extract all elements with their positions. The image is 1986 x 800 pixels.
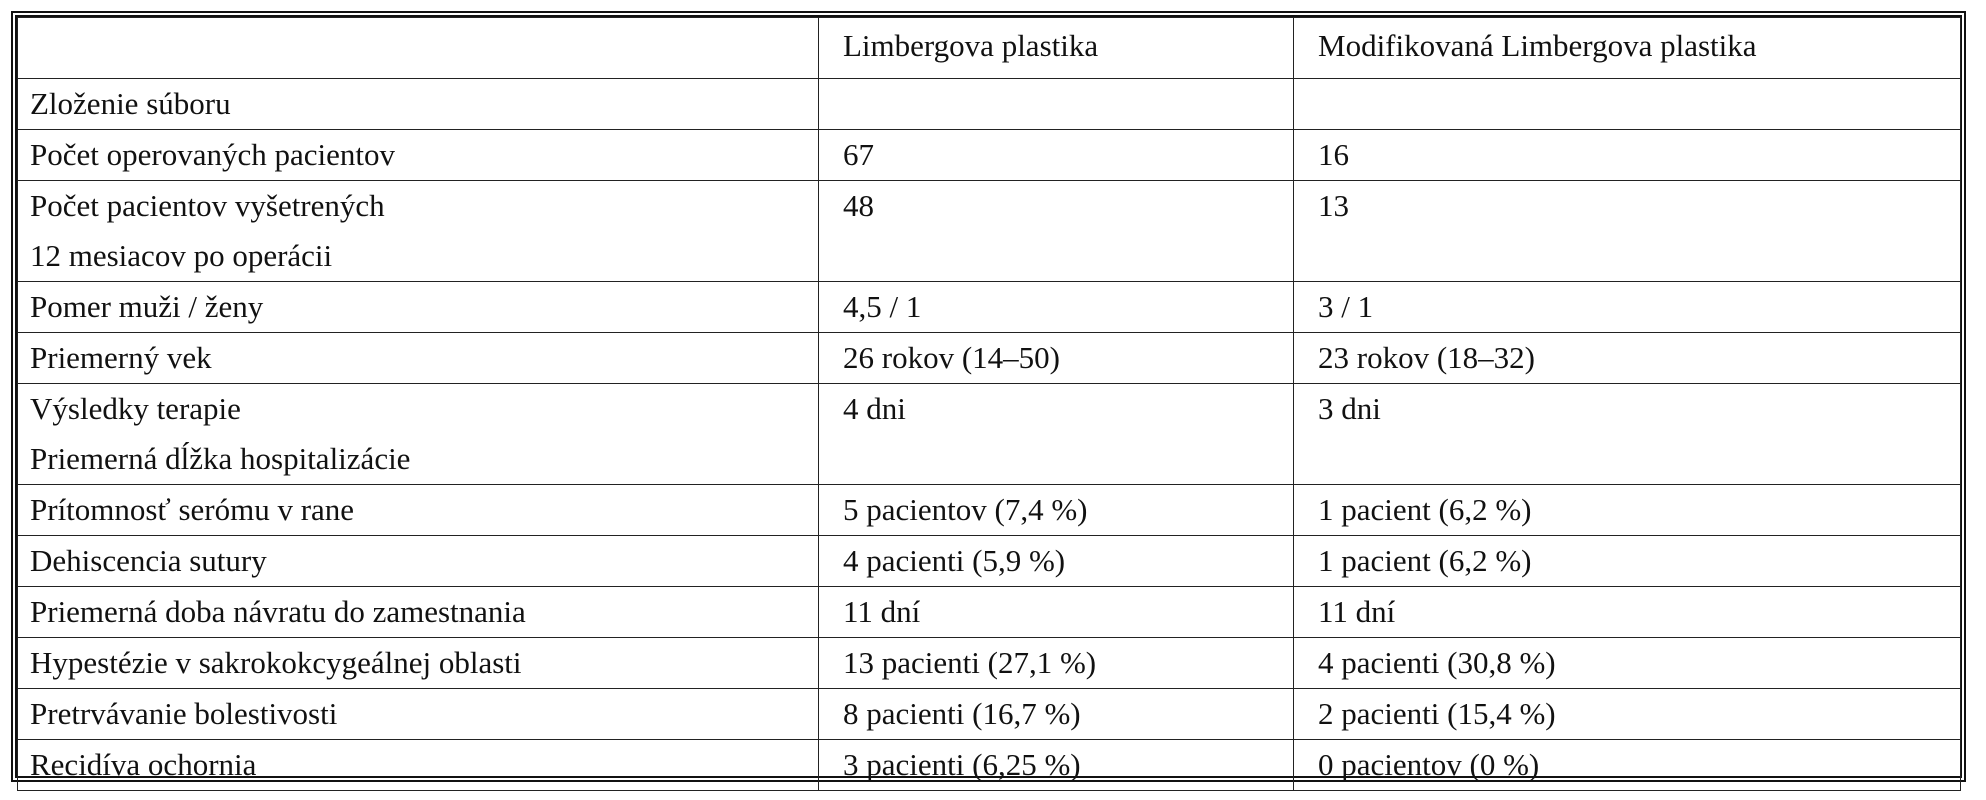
row-label: Počet pacientov vyšetrených 12 mesiacov … <box>17 180 819 282</box>
table-row: Recidíva ochornia 3 pacienti (6,25 %) 0 … <box>17 739 1961 791</box>
table-row: Priemerný vek 26 rokov (14–50) 23 rokov … <box>17 332 1961 384</box>
cell-limberg: 5 pacientov (7,4 %) <box>818 484 1294 536</box>
row-label: Počet operovaných pacientov <box>17 129 819 181</box>
header-cell-label <box>17 17 819 79</box>
table-row: Hypestézie v sakrokokcygeálnej oblasti 1… <box>17 637 1961 689</box>
comparison-table: Limbergova plastika Modifikovaná Limberg… <box>17 17 1961 791</box>
cell-limberg: 4,5 / 1 <box>818 281 1294 333</box>
header-cell-modified-limberg: Modifikovaná Limbergova plastika <box>1293 17 1961 79</box>
cell-limberg: 26 rokov (14–50) <box>818 332 1294 384</box>
row-label: Pretrvávanie bolestivosti <box>17 688 819 740</box>
cell-modified-limberg: 16 <box>1293 129 1961 181</box>
table-row: Priemerná doba návratu do zamestnania 11… <box>17 586 1961 638</box>
cell-limberg: 3 pacienti (6,25 %) <box>818 739 1294 791</box>
row-label: Prítomnosť serómu v rane <box>17 484 819 536</box>
cell-modified-limberg: 1 pacient (6,2 %) <box>1293 535 1961 587</box>
table-row: Prítomnosť serómu v rane 5 pacientov (7,… <box>17 484 1961 536</box>
cell-modified-limberg <box>1293 78 1961 130</box>
cell-limberg: 67 <box>818 129 1294 181</box>
cell-limberg: 13 pacienti (27,1 %) <box>818 637 1294 689</box>
table-header-row: Limbergova plastika Modifikovaná Limberg… <box>17 17 1961 79</box>
table-row: Počet pacientov vyšetrených 12 mesiacov … <box>17 180 1961 282</box>
cell-modified-limberg: 3 dni <box>1293 383 1961 485</box>
table-row: Počet operovaných pacientov 67 16 <box>17 129 1961 181</box>
row-label: Pomer muži / ženy <box>17 281 819 333</box>
cell-limberg <box>818 78 1294 130</box>
cell-modified-limberg: 3 / 1 <box>1293 281 1961 333</box>
cell-modified-limberg: 13 <box>1293 180 1961 282</box>
cell-limberg: 8 pacienti (16,7 %) <box>818 688 1294 740</box>
table-row: Pomer muži / ženy 4,5 / 1 3 / 1 <box>17 281 1961 333</box>
header-cell-limberg: Limbergova plastika <box>818 17 1294 79</box>
row-label: Priemerná doba návratu do zamestnania <box>17 586 819 638</box>
row-label: Priemerný vek <box>17 332 819 384</box>
cell-limberg: 11 dní <box>818 586 1294 638</box>
cell-modified-limberg: 0 pacientov (0 %) <box>1293 739 1961 791</box>
row-label: Hypestézie v sakrokokcygeálnej oblasti <box>17 637 819 689</box>
row-label: Zloženie súboru <box>17 78 819 130</box>
row-label: Recidíva ochornia <box>17 739 819 791</box>
cell-modified-limberg: 23 rokov (18–32) <box>1293 332 1961 384</box>
table-row: Výsledky terapie Priemerná dĺžka hospita… <box>17 383 1961 485</box>
table-row: Dehiscencia sutury 4 pacienti (5,9 %) 1 … <box>17 535 1961 587</box>
cell-modified-limberg: 11 dní <box>1293 586 1961 638</box>
cell-modified-limberg: 1 pacient (6,2 %) <box>1293 484 1961 536</box>
cell-limberg: 4 pacienti (5,9 %) <box>818 535 1294 587</box>
table-row: Pretrvávanie bolestivosti 8 pacienti (16… <box>17 688 1961 740</box>
table-row: Zloženie súboru <box>17 78 1961 130</box>
cell-limberg: 4 dni <box>818 383 1294 485</box>
cell-limberg: 48 <box>818 180 1294 282</box>
row-label: Dehiscencia sutury <box>17 535 819 587</box>
cell-modified-limberg: 4 pacienti (30,8 %) <box>1293 637 1961 689</box>
cell-modified-limberg: 2 pacienti (15,4 %) <box>1293 688 1961 740</box>
row-label: Výsledky terapie Priemerná dĺžka hospita… <box>17 383 819 485</box>
table-frame: Limbergova plastika Modifikovaná Limberg… <box>11 11 1966 791</box>
